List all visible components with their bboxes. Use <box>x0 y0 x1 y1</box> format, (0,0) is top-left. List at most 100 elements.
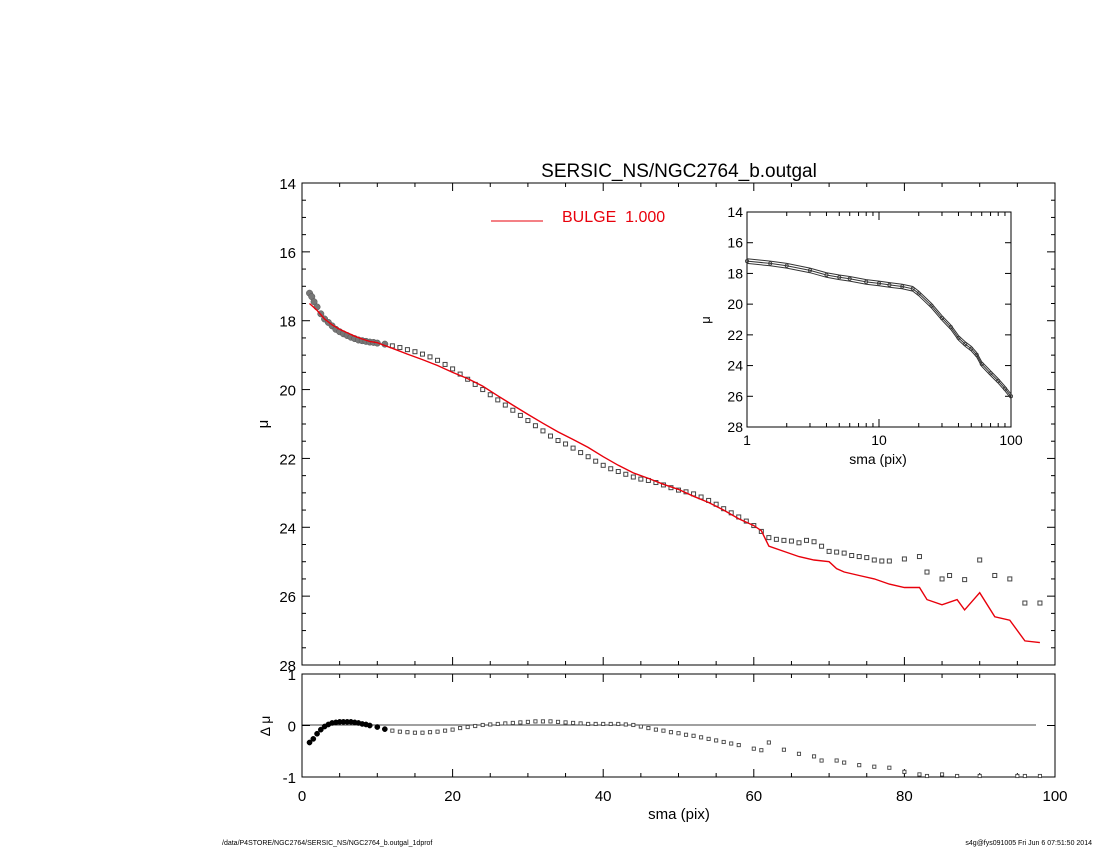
residual-point <box>638 724 643 729</box>
data-point <box>435 357 441 363</box>
residual-point <box>314 730 320 737</box>
bulge-model-line <box>309 302 1040 644</box>
data-point <box>585 454 591 460</box>
residual-point <box>751 746 756 751</box>
data-point <box>310 298 318 306</box>
residual-point <box>955 773 960 779</box>
main-y-axis: 14 16 18 20 22 24 26 28 <box>279 176 1055 675</box>
residual-point <box>736 743 741 748</box>
residual-point <box>540 719 546 724</box>
y-tick-label: 16 <box>279 245 296 262</box>
residual-point <box>412 730 418 735</box>
data-point <box>788 538 794 544</box>
data-point <box>796 540 802 546</box>
residual-point <box>563 720 568 725</box>
residual-point <box>887 765 892 770</box>
residual-point <box>1015 773 1020 779</box>
residual-y-axis: -1 0 1 <box>283 667 1055 787</box>
y-tick-label: 22 <box>279 451 296 468</box>
residual-y-tick-label: 0 <box>288 719 296 736</box>
residual-point <box>458 726 463 731</box>
residual-point <box>548 719 553 724</box>
data-point <box>427 354 433 360</box>
inset-y-tick-label: 20 <box>727 296 743 312</box>
residual-point <box>473 723 478 729</box>
data-point <box>525 418 531 424</box>
residual-point <box>366 722 373 729</box>
residual-point <box>533 719 538 724</box>
inset-y-tick-label: 24 <box>727 358 743 374</box>
inset-point <box>956 335 961 340</box>
inset-y-tick-label: 16 <box>727 235 743 251</box>
inset-profile-line <box>746 258 1012 395</box>
y-tick-label: 18 <box>279 314 296 331</box>
y-tick-label: 20 <box>279 383 296 400</box>
data-point <box>397 345 403 351</box>
data-point <box>419 351 425 357</box>
x-tick-label: 20 <box>444 788 461 805</box>
inset-y-tick-label: 28 <box>727 419 743 435</box>
y-tick-label: 26 <box>279 589 296 606</box>
residual-point <box>450 727 455 732</box>
inset-x-tick-label: 10 <box>871 432 887 448</box>
residual-point <box>623 722 628 727</box>
inset-point <box>745 259 750 264</box>
data-point <box>412 349 418 355</box>
inset-point <box>807 268 812 273</box>
data-point <box>879 558 885 564</box>
data-point <box>773 536 779 542</box>
inset-point <box>768 261 773 266</box>
data-point <box>871 557 877 563</box>
inset-y-tick-label: 26 <box>727 388 743 404</box>
residual-point <box>902 769 907 774</box>
inset-plot-frame <box>746 211 1012 428</box>
inset-x-tick-label: 100 <box>999 432 1023 448</box>
residual-data-points <box>306 719 1042 779</box>
residual-point <box>977 773 982 779</box>
residual-point <box>714 738 719 743</box>
residual-point <box>495 721 500 727</box>
residual-point <box>759 748 764 753</box>
inset-point <box>948 325 953 330</box>
residual-point <box>819 758 824 763</box>
data-point <box>600 462 606 468</box>
data-point <box>450 366 456 372</box>
inset-x-axis: 1 10 100 <box>743 212 1023 448</box>
residual-point <box>503 721 508 726</box>
residual-point <box>781 747 786 752</box>
inset-y-tick-label: 14 <box>727 204 743 220</box>
residual-point <box>699 735 704 740</box>
footer-file-path: /data/P4STORE/NGC2764/SERSIC_NS/NGC2764_… <box>222 840 433 847</box>
data-point <box>555 438 561 444</box>
residual-x-axis: 0 20 40 60 80 100 <box>298 674 1068 805</box>
data-point <box>547 433 553 439</box>
residual-point <box>668 730 674 735</box>
residual-point <box>653 727 658 732</box>
inset-point <box>929 303 934 308</box>
residual-point <box>661 728 666 733</box>
residual-point <box>616 721 621 727</box>
main-y-axis-label: μ <box>255 420 272 429</box>
inset-point <box>900 284 905 289</box>
residual-point <box>721 739 726 745</box>
data-point <box>638 476 644 482</box>
data-point <box>630 474 636 480</box>
residual-point <box>525 719 530 724</box>
data-point <box>495 397 501 403</box>
inset-panel: 14 16 18 20 22 24 26 28 1 10 100 μ sma (pix) <box>698 204 1023 467</box>
residual-plot-frame <box>301 673 1056 778</box>
data-point <box>864 555 870 561</box>
residual-point <box>443 728 448 733</box>
residual-point <box>317 726 324 733</box>
data-point <box>608 466 614 472</box>
residual-point <box>796 751 802 756</box>
residual-point <box>683 732 689 737</box>
data-point <box>615 469 621 475</box>
residual-point <box>766 740 771 745</box>
inset-point <box>974 352 979 357</box>
inset-point <box>887 282 892 287</box>
residual-point <box>601 721 606 727</box>
data-point <box>849 553 855 559</box>
inset-point <box>837 275 842 280</box>
